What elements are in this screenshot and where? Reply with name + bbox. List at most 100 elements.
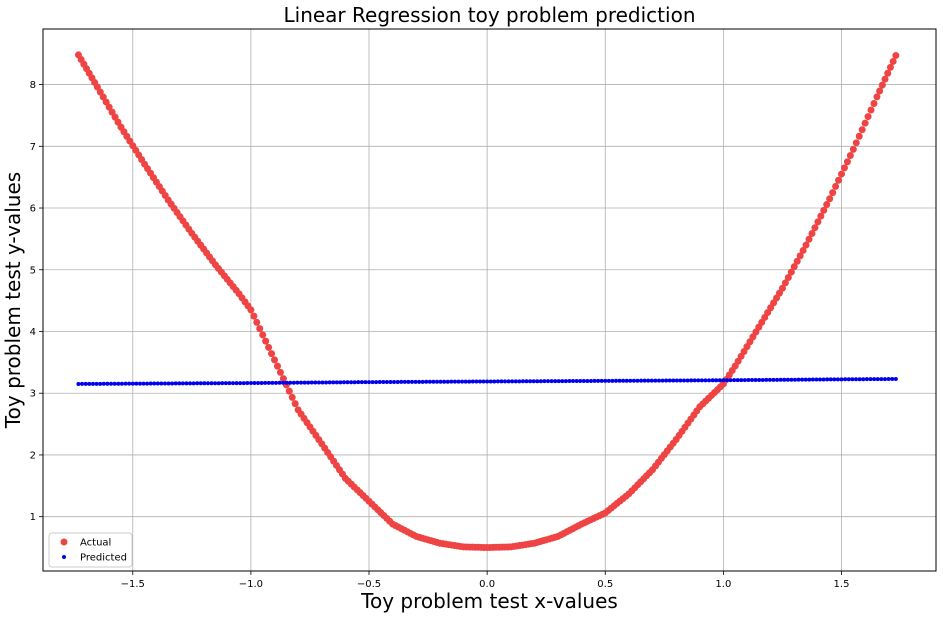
predicted-point [363,380,368,385]
actual-point [849,145,857,153]
predicted-point [495,379,500,384]
predicted-point [431,379,436,384]
predicted-point [796,377,801,382]
predicted-point [98,381,103,386]
predicted-point [588,378,593,383]
predicted-point [485,379,490,384]
predicted-point [678,378,683,383]
predicted-point [721,378,726,383]
predicted-point [696,378,701,383]
predicted-point [159,381,164,386]
x-tick-label: 0.5 [597,579,613,590]
actual-point [778,284,786,292]
predicted-point [603,378,608,383]
predicted-point [313,380,318,385]
predicted-point [689,378,694,383]
predicted-point [105,381,110,386]
predicted-point [273,380,278,385]
actual-point [268,350,276,358]
predicted-point [592,378,597,383]
predicted-point [177,381,182,386]
predicted-point [119,381,124,386]
predicted-point [230,381,235,386]
predicted-point [188,381,193,386]
predicted-point [162,381,167,386]
predicted-point [563,379,568,384]
actual-point [870,99,878,107]
predicted-point [613,378,618,383]
predicted-point [291,380,296,385]
predicted-point [631,378,636,383]
predicted-point [130,381,135,386]
actual-point [892,52,900,60]
predicted-point [152,381,157,386]
predicted-point [610,378,615,383]
predicted-point [717,378,722,383]
predicted-point [553,379,558,384]
actual-point [876,87,884,95]
predicted-point [223,381,228,386]
predicted-point [306,380,311,385]
predicted-point [760,377,765,382]
predicted-point [635,378,640,383]
y-tick-label: 1 [30,512,36,523]
actual-point [805,235,813,243]
actual-point [250,312,258,320]
predicted-point [180,381,185,386]
predicted-point [420,379,425,384]
actual-point [817,212,825,220]
predicted-point [789,377,794,382]
actual-point [790,263,798,271]
predicted-point [875,377,880,382]
predicted-point [266,380,271,385]
predicted-point [879,377,884,382]
x-axis-label: Toy problem test x-values [360,589,618,613]
predicted-point [234,381,239,386]
predicted-point [227,381,232,386]
predicted-point [198,381,203,386]
predicted-point [384,380,389,385]
predicted-point [757,377,762,382]
predicted-point [327,380,332,385]
predicted-point [520,379,525,384]
predicted-point [94,381,99,386]
predicted-point [792,377,797,382]
predicted-point [80,381,85,386]
predicted-point [252,381,257,386]
grid [43,29,936,571]
predicted-point [771,377,776,382]
predicted-point [624,378,629,383]
predicted-point [392,379,397,384]
predicted-point [628,378,633,383]
predicted-series [76,377,898,386]
predicted-point [810,377,815,382]
predicted-point [137,381,142,386]
predicted-point [145,381,150,386]
actual-point [864,113,872,121]
predicted-point [184,381,189,386]
actual-point [823,201,831,209]
predicted-point [549,379,554,384]
predicted-point [571,379,576,384]
predicted-point [367,380,372,385]
predicted-point [857,377,862,382]
predicted-point [349,380,354,385]
predicted-point [664,378,669,383]
x-tick-label: 1.5 [834,579,850,590]
predicted-point [284,380,289,385]
predicted-point [742,378,747,383]
predicted-point [778,377,783,382]
predicted-point [707,378,712,383]
predicted-point [388,379,393,384]
predicted-point [868,377,873,382]
predicted-point [671,378,676,383]
actual-point [262,337,270,345]
predicted-point [270,380,275,385]
predicted-point [567,379,572,384]
predicted-point [220,381,225,386]
actual-point [808,229,816,237]
predicted-point [864,377,869,382]
predicted-point [596,378,601,383]
actual-point [273,362,281,370]
x-axis: −1.5 −1.0 −0.5 0.0 0.5 1.0 1.5 [121,571,850,590]
